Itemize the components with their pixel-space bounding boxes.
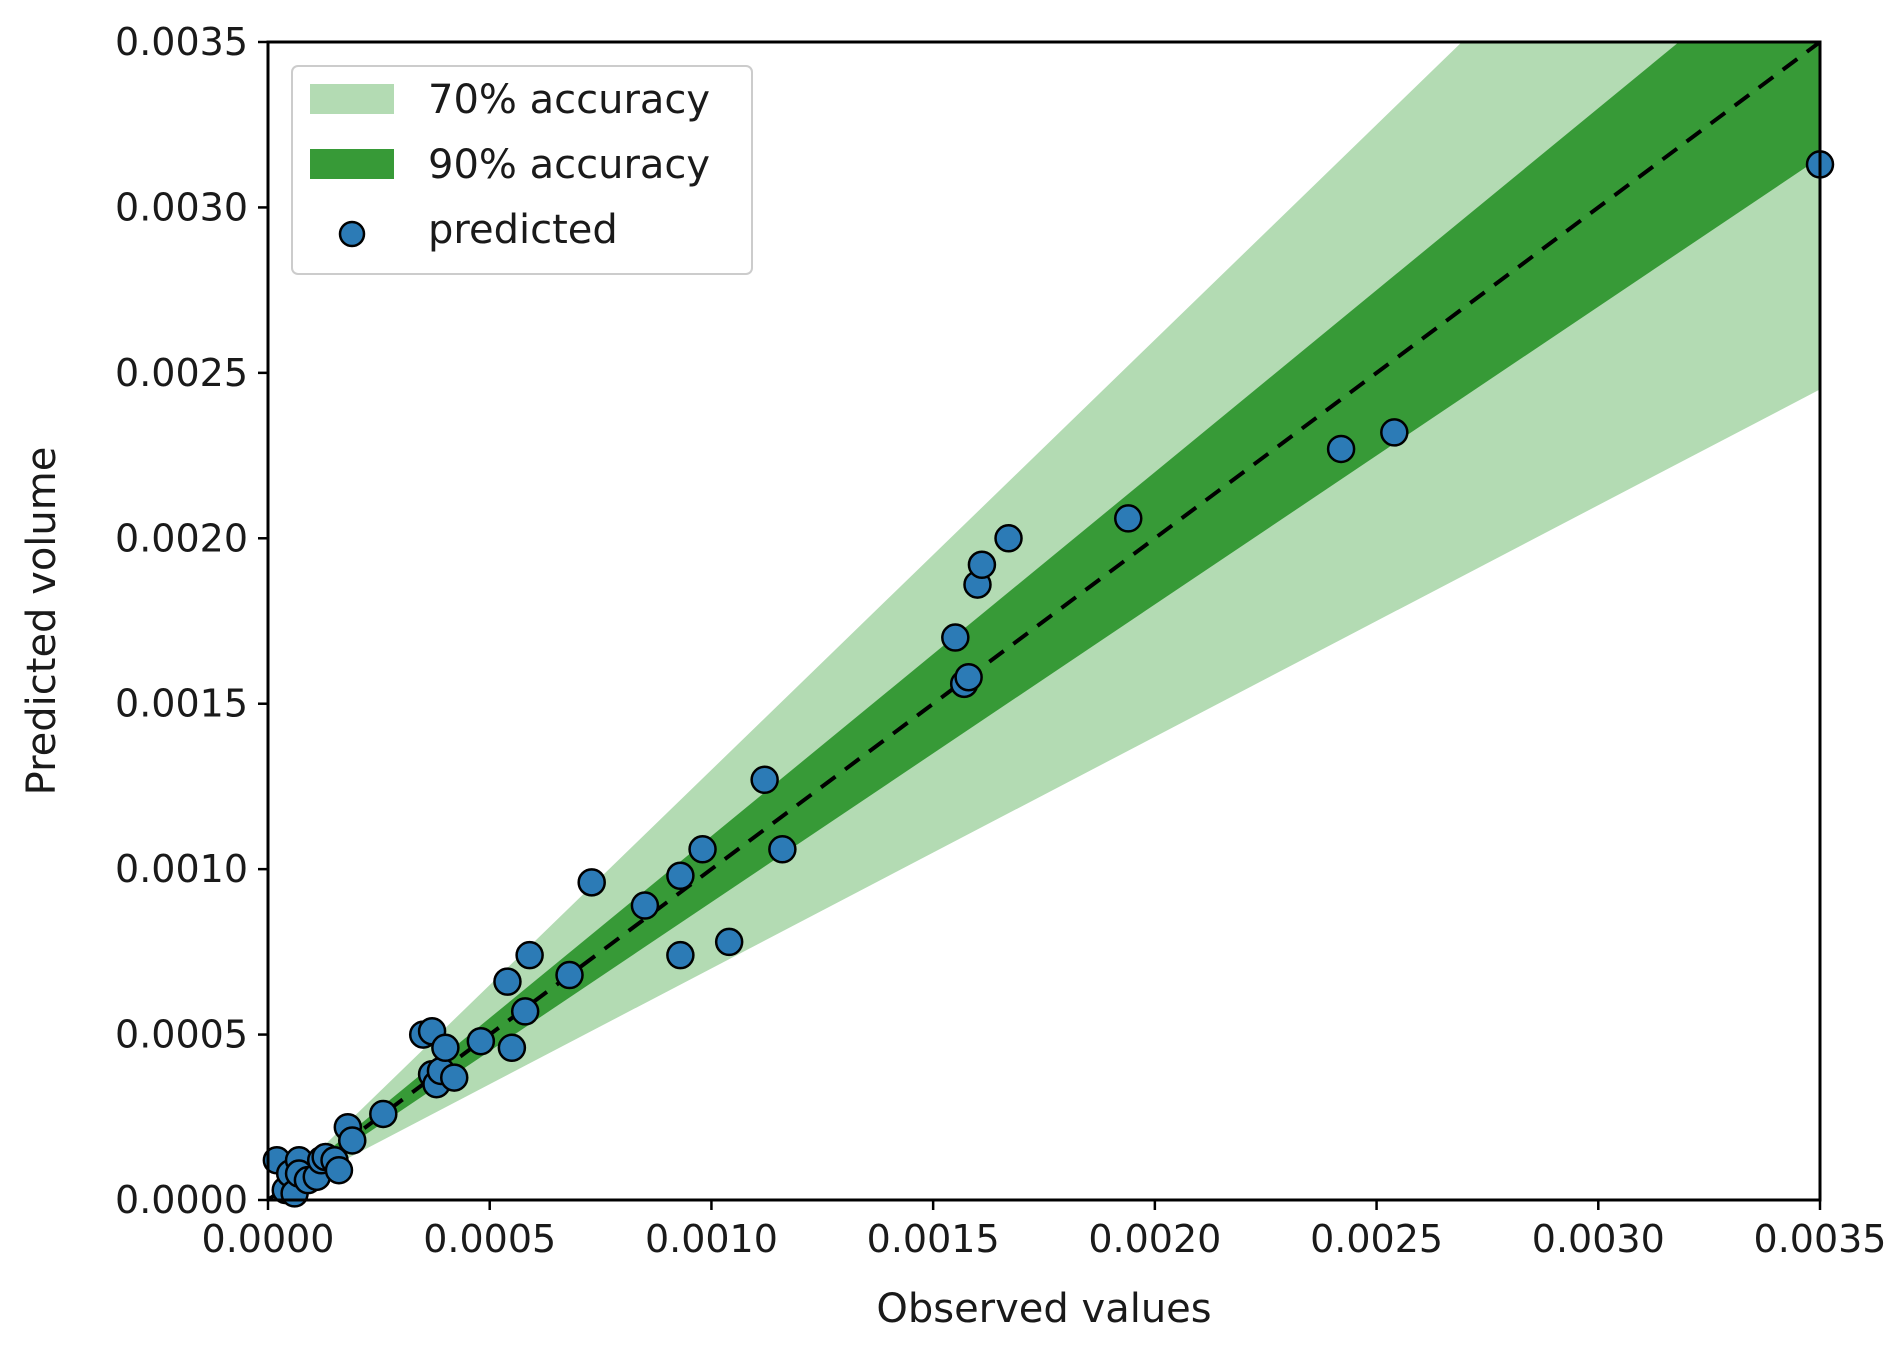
y-tick-label: 0.0020 xyxy=(115,516,248,560)
data-point xyxy=(688,835,717,864)
data-point xyxy=(1114,504,1143,533)
y-tick-label: 0.0000 xyxy=(115,1178,248,1222)
data-point xyxy=(510,997,540,1026)
legend-label-90-accuracy: 90% accuracy xyxy=(428,142,710,188)
x-axis-label: Observed values xyxy=(876,1286,1211,1332)
data-point xyxy=(497,1033,527,1063)
y-axis-label: Predicted volume xyxy=(19,447,65,796)
data-point xyxy=(338,1126,367,1155)
data-point xyxy=(954,662,983,692)
data-point xyxy=(666,940,695,970)
data-point xyxy=(994,524,1023,553)
data-point xyxy=(439,1063,469,1092)
data-point xyxy=(714,927,744,957)
y-tick-label: 0.0025 xyxy=(115,351,248,395)
legend-label-70-accuracy: 70% accuracy xyxy=(428,77,710,123)
legend-label-predicted: predicted xyxy=(428,207,618,253)
legend-frame xyxy=(291,65,753,275)
data-point xyxy=(750,765,779,795)
legend-marker-predicted xyxy=(338,220,366,248)
data-point xyxy=(941,623,970,652)
data-point xyxy=(324,1155,354,1185)
data-point xyxy=(431,1033,460,1063)
y-tick-label: 0.0035 xyxy=(115,20,248,64)
x-tick-label: 0.0030 xyxy=(1532,1217,1665,1261)
legend-swatch-90-accuracy xyxy=(310,149,394,179)
y-tick-label: 0.0010 xyxy=(115,847,248,891)
data-point xyxy=(666,861,695,891)
x-tick-label: 0.0015 xyxy=(867,1217,1000,1261)
legend-swatch-70-accuracy xyxy=(310,84,394,114)
reference-line xyxy=(268,42,1820,1200)
y-axis-ticks: 0.0000 0.0005 0.0010 0.0015 0.0020 0.0025 0.00… xyxy=(115,20,268,1222)
data-point xyxy=(967,550,997,580)
data-point xyxy=(369,1099,398,1129)
x-tick-label: 0.0010 xyxy=(645,1217,778,1261)
data-point xyxy=(577,868,606,897)
reference-line-layer xyxy=(268,42,1820,1200)
x-axis-ticks: 0.0000 0.0005 0.0010 0.0015 0.0020 0.0025 0.00… xyxy=(202,1200,1887,1261)
y-tick-label: 0.0015 xyxy=(115,682,248,726)
x-tick-label: 0.0020 xyxy=(1088,1217,1221,1261)
data-point xyxy=(555,960,584,990)
data-point xyxy=(630,891,660,920)
y-tick-label: 0.0005 xyxy=(115,1013,248,1057)
x-tick-label: 0.0005 xyxy=(423,1217,556,1261)
data-point xyxy=(515,940,544,970)
data-point xyxy=(493,967,522,996)
y-tick-label: 0.0030 xyxy=(115,185,248,229)
x-tick-label: 0.0025 xyxy=(1310,1217,1443,1261)
plot-frame xyxy=(266,40,1822,1202)
legend: 70% accuracy 90% accuracy predicted xyxy=(291,65,753,275)
data-point xyxy=(1380,418,1409,447)
data-point xyxy=(1326,434,1356,464)
x-tick-label: 0.0000 xyxy=(202,1217,335,1261)
x-tick-label: 0.0035 xyxy=(1754,1217,1887,1261)
data-point xyxy=(466,1026,496,1056)
data-point xyxy=(768,835,797,864)
